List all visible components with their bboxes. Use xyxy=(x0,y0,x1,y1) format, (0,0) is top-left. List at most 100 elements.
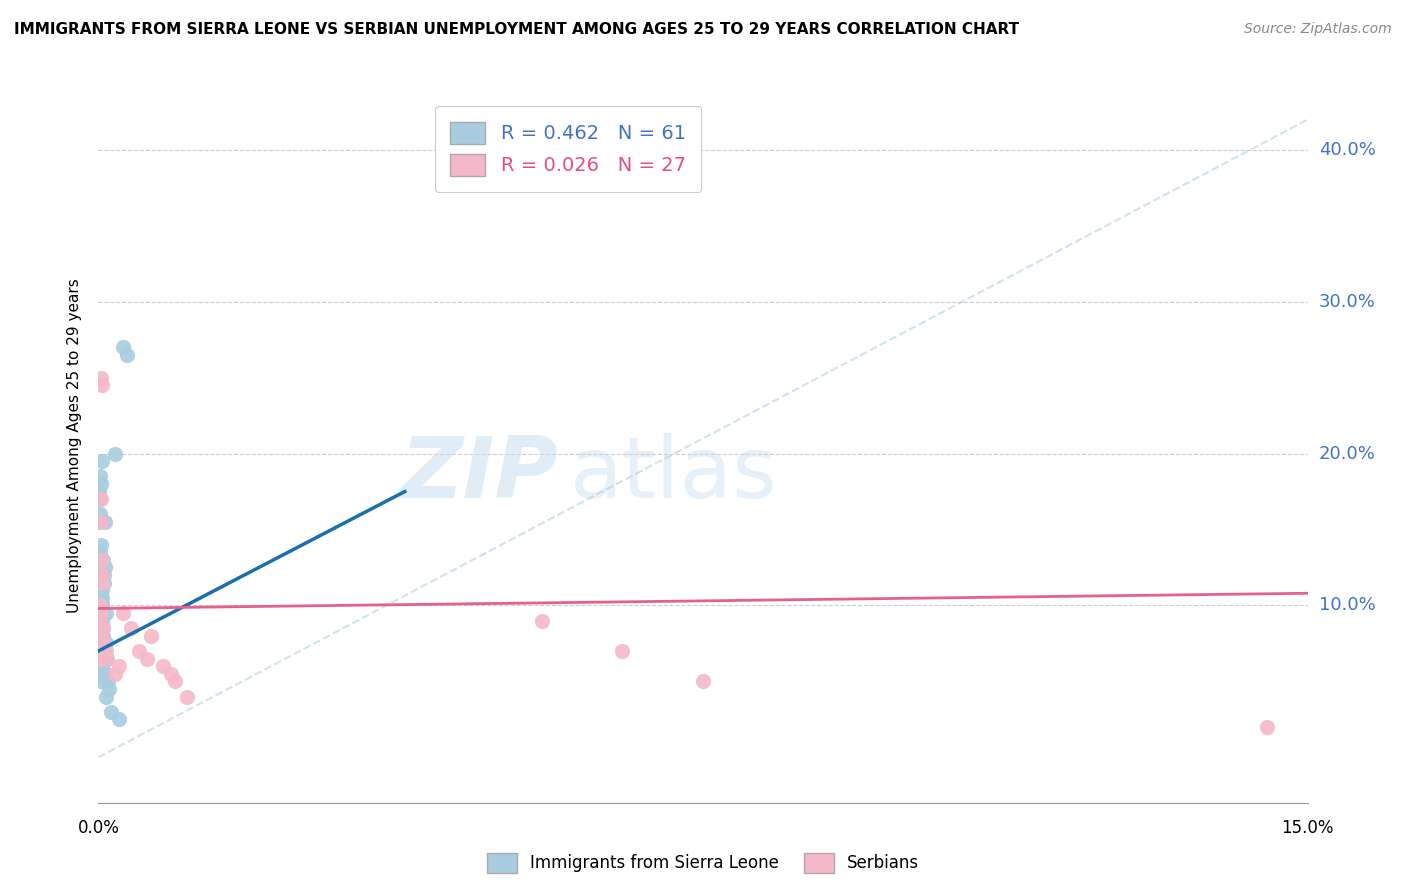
Point xyxy=(89,599,111,613)
Text: 40.0%: 40.0% xyxy=(1319,141,1375,159)
Text: 30.0%: 30.0% xyxy=(1319,293,1375,310)
Point xyxy=(94,515,117,529)
Point xyxy=(90,538,112,552)
Point xyxy=(160,666,183,681)
Point xyxy=(1256,720,1278,734)
Point xyxy=(90,370,112,384)
Point xyxy=(176,690,198,704)
Point xyxy=(91,659,114,673)
Point xyxy=(91,666,114,681)
Y-axis label: Unemployment Among Ages 25 to 29 years: Unemployment Among Ages 25 to 29 years xyxy=(67,278,83,614)
Point xyxy=(692,674,714,689)
Point xyxy=(96,690,118,704)
Point xyxy=(89,545,111,559)
Point xyxy=(90,606,112,620)
Point xyxy=(96,651,118,665)
Point xyxy=(94,560,117,574)
Point xyxy=(89,621,111,635)
Point xyxy=(90,666,112,681)
Point xyxy=(90,644,112,658)
Point xyxy=(93,636,115,650)
Point xyxy=(90,492,112,507)
Point xyxy=(93,644,115,658)
Point xyxy=(90,614,112,628)
Point xyxy=(530,614,553,628)
Point xyxy=(93,568,115,582)
Point xyxy=(90,614,112,628)
Point xyxy=(96,651,118,665)
Point xyxy=(152,659,174,673)
Point xyxy=(89,591,111,605)
Point xyxy=(90,621,112,635)
Point xyxy=(91,636,114,650)
Text: atlas: atlas xyxy=(569,433,778,516)
Point xyxy=(89,651,111,665)
Point xyxy=(612,644,634,658)
Text: 10.0%: 10.0% xyxy=(1319,597,1375,615)
Point xyxy=(97,674,120,689)
Point xyxy=(91,621,114,635)
Legend: Immigrants from Sierra Leone, Serbians: Immigrants from Sierra Leone, Serbians xyxy=(479,847,927,880)
Point xyxy=(89,568,111,582)
Point xyxy=(90,614,112,628)
Point xyxy=(97,681,120,696)
Point xyxy=(90,606,112,620)
Point xyxy=(89,469,111,483)
Point xyxy=(90,568,112,582)
Point xyxy=(96,644,118,658)
Point xyxy=(91,636,114,650)
Point xyxy=(89,621,111,635)
Point xyxy=(90,515,112,529)
Point xyxy=(90,583,112,598)
Point xyxy=(94,666,117,681)
Point xyxy=(94,651,117,665)
Point xyxy=(115,348,138,362)
Point xyxy=(89,508,111,522)
Point xyxy=(90,636,112,650)
Point xyxy=(96,636,118,650)
Point xyxy=(91,606,114,620)
Point xyxy=(111,606,134,620)
Point xyxy=(120,621,142,635)
Point xyxy=(89,629,111,643)
Point xyxy=(90,378,112,392)
Point xyxy=(89,599,111,613)
Point xyxy=(90,674,112,689)
Point xyxy=(90,621,112,635)
Point xyxy=(90,636,112,650)
Point xyxy=(90,477,112,491)
Point xyxy=(89,492,111,507)
Text: ZIP: ZIP xyxy=(401,433,558,516)
Point xyxy=(91,621,114,635)
Point xyxy=(89,621,111,635)
Point xyxy=(107,659,129,673)
Point xyxy=(89,659,111,673)
Point xyxy=(90,599,112,613)
Text: 0.0%: 0.0% xyxy=(77,820,120,838)
Text: Source: ZipAtlas.com: Source: ZipAtlas.com xyxy=(1244,22,1392,37)
Point xyxy=(163,674,186,689)
Point xyxy=(90,636,112,650)
Text: 20.0%: 20.0% xyxy=(1319,444,1375,463)
Point xyxy=(94,606,117,620)
Point xyxy=(91,614,114,628)
Point xyxy=(91,553,114,567)
Point xyxy=(91,629,114,643)
Point xyxy=(90,629,112,643)
Point xyxy=(89,629,111,643)
Point xyxy=(91,599,114,613)
Point xyxy=(93,575,115,590)
Point xyxy=(107,712,129,726)
Point xyxy=(90,454,112,468)
Point xyxy=(89,621,111,635)
Point xyxy=(103,666,125,681)
Legend: R = 0.462   N = 61, R = 0.026   N = 27: R = 0.462 N = 61, R = 0.026 N = 27 xyxy=(434,106,702,192)
Point xyxy=(100,705,122,719)
Point xyxy=(89,515,111,529)
Text: 15.0%: 15.0% xyxy=(1281,820,1334,838)
Point xyxy=(89,636,111,650)
Point xyxy=(90,553,112,567)
Point xyxy=(103,447,125,461)
Point xyxy=(90,591,112,605)
Point xyxy=(91,606,114,620)
